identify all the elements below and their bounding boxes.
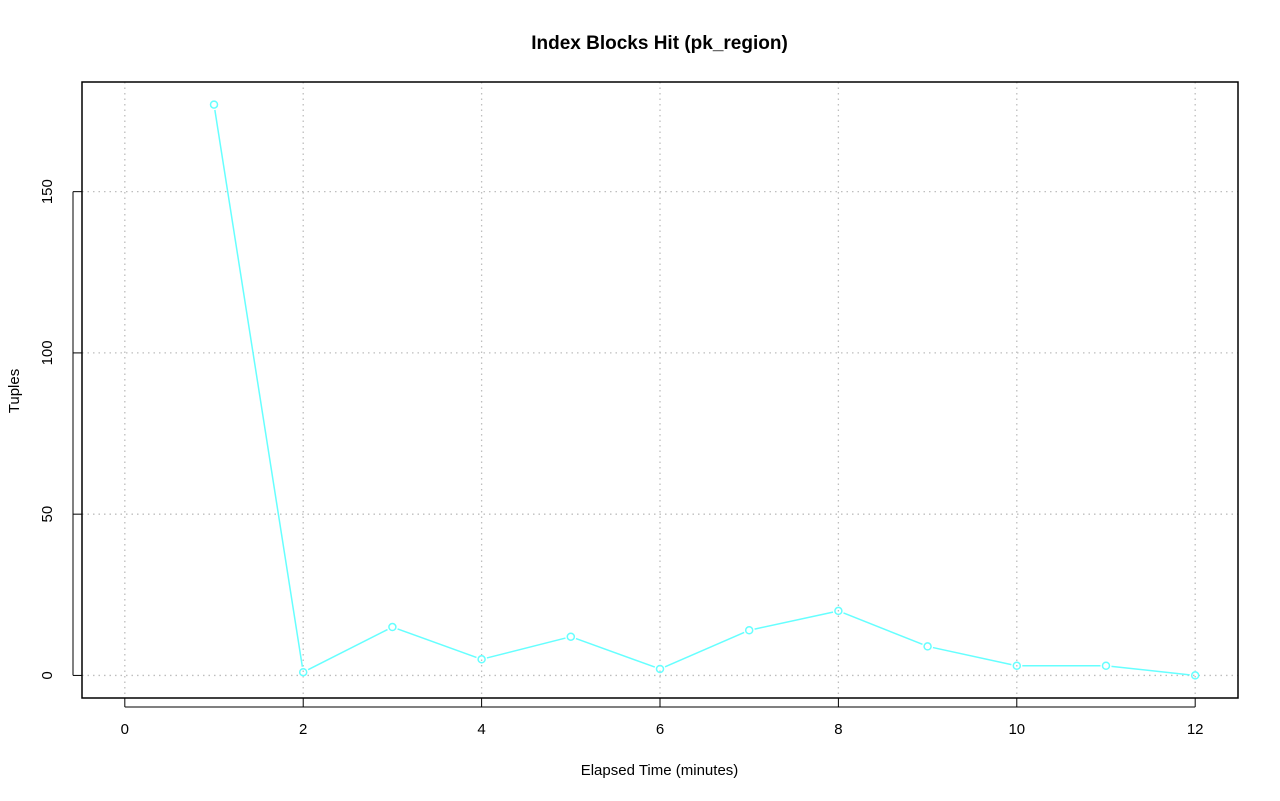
series-line-segment	[486, 637, 566, 659]
y-tick-label: 0	[39, 671, 56, 679]
series-line-segment	[307, 628, 388, 671]
data-point	[566, 632, 576, 641]
y-tick-label: 100	[39, 340, 56, 365]
data-point	[834, 606, 843, 616]
data-point	[209, 100, 219, 109]
data-point	[655, 664, 665, 674]
data-point	[1101, 661, 1111, 670]
x-axis: 0 2 4 6 8 10 12	[121, 698, 1204, 738]
x-tick-label: 4	[477, 721, 485, 738]
x-tick-label: 0	[121, 721, 129, 738]
data-series	[209, 100, 1200, 680]
x-axis-label: Elapsed Time (minutes)	[581, 762, 739, 779]
y-axis: 0 50 100 150	[39, 179, 82, 680]
series-line-segment	[1111, 665, 1190, 676]
chart-title: Index Blocks Hit (pk_region)	[531, 33, 788, 54]
y-axis-label: Tuples	[6, 369, 23, 413]
data-point	[477, 655, 486, 664]
data-point	[1190, 671, 1200, 680]
x-tick-label: 6	[656, 721, 664, 738]
series-line-segment	[214, 109, 304, 667]
data-point	[744, 626, 754, 635]
y-tick-label: 150	[39, 179, 56, 204]
series-line-segment	[575, 637, 656, 668]
x-tick-label: 10	[1008, 721, 1025, 738]
data-point	[298, 667, 308, 677]
data-point	[388, 622, 397, 632]
x-tick-label: 8	[834, 721, 842, 738]
series-line-segment	[397, 628, 477, 659]
grid-lines	[82, 82, 1238, 698]
series-line-segment	[932, 646, 1012, 666]
x-tick-label: 2	[299, 721, 307, 738]
x-tick-label: 12	[1187, 721, 1204, 738]
data-point	[1012, 661, 1022, 670]
series-line-segment	[754, 611, 834, 630]
series-line-segment	[664, 631, 745, 668]
data-point	[923, 642, 932, 651]
y-tick-label: 50	[39, 506, 56, 523]
series-line-segment	[843, 612, 923, 646]
series-group	[209, 100, 1200, 680]
